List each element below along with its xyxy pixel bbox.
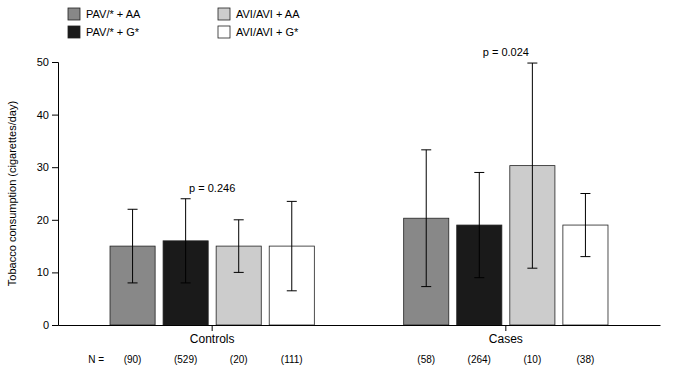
n-label-title: N =	[88, 354, 104, 365]
n-label: (10)	[523, 354, 541, 365]
series	[269, 194, 608, 326]
x-tick-label: Cases	[489, 332, 523, 346]
y-tick-mark	[52, 62, 58, 63]
plot: 0 10 20 30 40 50 Controls Cases Tobacco consumpt…	[6, 46, 661, 365]
y-tick-mark	[52, 115, 58, 116]
n-label: (90)	[124, 354, 142, 365]
y-axis: 0 10 20 30 40 50	[37, 56, 59, 331]
legend-swatch	[218, 8, 230, 20]
x-tick-mark	[505, 325, 506, 331]
y-tick-label: 40	[37, 109, 49, 121]
error-bar	[421, 150, 431, 287]
y-axis-line	[52, 63, 59, 326]
bars	[110, 63, 608, 325]
error-bar	[181, 199, 191, 283]
legend-label: PAV/* + G*	[86, 26, 140, 38]
legend-item: PAV/* + AA	[68, 8, 141, 20]
x-tick-label: Controls	[190, 332, 235, 346]
y-tick-label: 10	[37, 266, 49, 278]
x-axis: Controls Cases	[59, 325, 661, 346]
error-bar	[234, 220, 244, 273]
y-tick: 30	[37, 161, 58, 173]
x-tick: Cases	[489, 325, 523, 346]
y-tick: 0	[43, 319, 58, 331]
error-bar	[128, 209, 138, 283]
series	[216, 63, 555, 325]
x-axis-line	[59, 325, 661, 326]
x-tick: Controls	[190, 325, 235, 346]
y-tick-label: 0	[43, 319, 49, 331]
y-tick: 50	[37, 56, 58, 68]
error-bar	[287, 201, 297, 290]
n-label: (264)	[468, 354, 491, 365]
y-tick-mark	[52, 220, 58, 221]
legend-label: AVI/AVI + G*	[236, 26, 299, 38]
annotation: p = 0.024	[483, 46, 529, 58]
y-tick-mark	[52, 272, 58, 273]
x-tick-mark	[212, 325, 213, 331]
legend-swatch	[68, 26, 80, 38]
n-label: (38)	[577, 354, 595, 365]
y-axis-title: Tobacco consumption (cigarettes/day)	[6, 101, 18, 286]
y-tick: 40	[37, 109, 58, 121]
chart: 0 10 20 30 40 50 Controls Cases Tobacco consumpt…	[0, 0, 675, 383]
y-tick-label: 30	[37, 161, 49, 173]
y-tick-label: 20	[37, 214, 49, 226]
series	[110, 150, 449, 325]
legend-label: PAV/* + AA	[86, 8, 141, 20]
legend-swatch	[218, 26, 230, 38]
n-label: (20)	[230, 354, 248, 365]
y-tick: 10	[37, 266, 58, 278]
legend-item: AVI/AVI + G*	[218, 26, 299, 38]
legend: PAV/* + AA PAV/* + G* AVI/AVI + AA AVI/AVI …	[68, 8, 300, 38]
legend-item: AVI/AVI + AA	[218, 8, 300, 20]
annotation: p = 0.246	[189, 182, 235, 194]
error-bar	[474, 172, 484, 277]
y-tick-mark	[52, 167, 58, 168]
n-label: (529)	[174, 354, 197, 365]
legend-label: AVI/AVI + AA	[236, 8, 300, 20]
y-tick-mark	[52, 325, 58, 326]
error-bar	[580, 194, 590, 257]
annotations: p = 0.246 p = 0.024	[189, 46, 529, 194]
legend-swatch	[68, 8, 80, 20]
legend-item: PAV/* + G*	[68, 26, 140, 38]
n-label: (111)	[281, 354, 303, 365]
series	[163, 172, 502, 325]
error-bar	[527, 63, 537, 268]
n-labels: (90) (58) (529) (264) (20) (10) (111) (38) N =	[88, 354, 594, 365]
n-label: (58)	[417, 354, 435, 365]
y-tick-label: 50	[37, 56, 49, 68]
y-tick: 20	[37, 214, 58, 226]
